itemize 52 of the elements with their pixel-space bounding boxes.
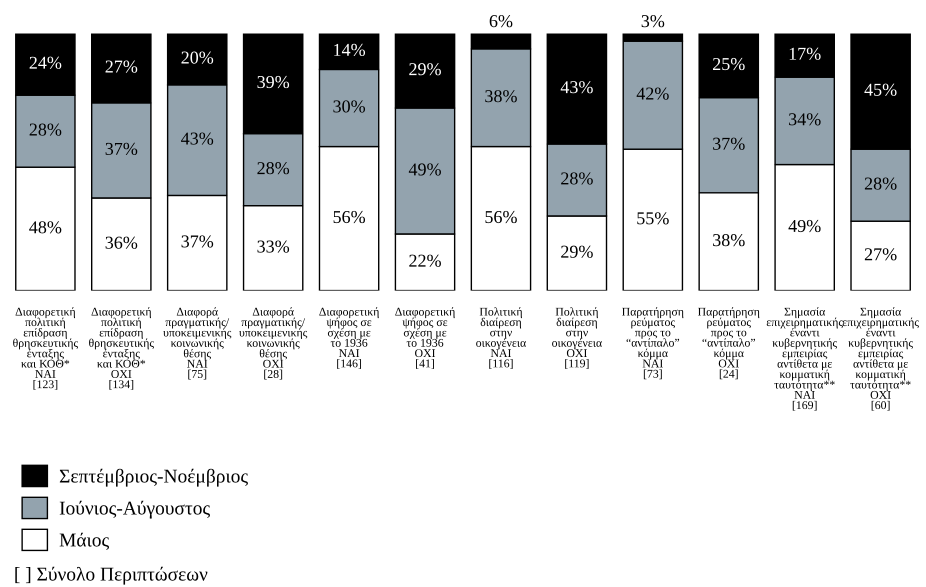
text: [ ] Σύνολο Περιπτώσεων [15, 566, 208, 585]
data-label: 37% [106, 142, 138, 156]
data-label: 39% [257, 76, 290, 88]
data-label: 42% [636, 88, 669, 100]
data-label: 49% [788, 220, 821, 232]
x-tick-label: Πολιτική διαίρεση στην οικογένεια ΟΧΙ [119] [552, 307, 602, 369]
x-tick-label: Διαφορά πραγματικής/ υποκειμενικής κοινωνικής θέσης ΝΑΙ [75] [163, 307, 232, 380]
data-label: 37% [713, 138, 745, 150]
data-label: 55% [637, 212, 669, 224]
data-label: 33% [257, 240, 290, 253]
x-tick-label: Διαφορά πραγματικής/ υποκειμενικής κοινωνικής θέσης ΟΧΙ [28] [239, 307, 308, 380]
data-label: 24% [30, 56, 62, 69]
x-tick-label: Διαφορετική πολιτική επίδραση θρησκευτικής ένταξης και ΚΟΘ* ΟΧΙ [134] [89, 307, 154, 390]
data-label: 43% [560, 81, 593, 94]
x-tick-label: Διαφορετική ψήφος σε σχέση με το 1936 ΟΧΙ [41] [395, 307, 455, 369]
data-label: 36% [106, 236, 138, 249]
data-label: 20% [181, 52, 214, 64]
data-label: 17% [790, 48, 821, 60]
x-tick-label: Διαφορετική πολιτική επίδραση θρησκευτικής ένταξης και ΚΟΘ* ΝΑΙ [123] [13, 307, 78, 390]
data-label: 28% [561, 172, 593, 185]
data-label: 14% [334, 44, 366, 56]
x-tick-label: Διαφορετική ψήφος σε σχέση με το 1936 ΝΑΙ [146] [319, 307, 379, 369]
data-label: 28% [30, 123, 62, 136]
data-label: 38% [485, 90, 517, 102]
data-label: 27% [864, 248, 897, 260]
category-label: Σημασία επιχειρηματικής έναντι κυβερνητικής εμπειρίας αντίθετα με κομματική ταυτότητα** ΟΧΙ [60] [842, 307, 919, 411]
data-label: 28% [257, 162, 290, 174]
data-label: 6% [490, 15, 512, 28]
data-label: 43% [181, 132, 214, 145]
x-tick-label: Πολιτική διαίρεση στην οικογένεια ΝΑΙ [116] [476, 307, 526, 369]
data-label: 27% [106, 60, 138, 73]
data-label: 3% [642, 15, 664, 28]
data-label: 22% [409, 254, 441, 267]
data-label: 48% [29, 221, 62, 234]
data-label: 28% [864, 177, 897, 190]
data-label: 30% [333, 100, 366, 113]
data-label: 45% [864, 84, 897, 96]
data-label: 56% [485, 210, 517, 224]
x-tick-label: Παρατήρηση ρεύματος προς το “αντίπαλο” κόμμα ΟΧΙ [24] [698, 307, 760, 380]
data-label: 49% [408, 163, 441, 176]
data-label: 38% [713, 234, 745, 246]
legend-label: Μάιος [60, 532, 110, 550]
data-label: 34% [789, 113, 821, 126]
category-label: Σημασία επιχειρηματικής έναντι κυβερνητικής εμπειρίας αντίθετα με κομματική ταυτότητα** ΝΑΙ [169] [766, 307, 843, 411]
data-label: 25% [713, 58, 745, 70]
data-label: 29% [409, 63, 441, 76]
data-label: 37% [182, 235, 214, 248]
x-tick-label: Παρατήρηση ρεύματος προς το “αντίπαλο” κόμμα ΝΑΙ [73] [622, 307, 684, 380]
legend-label: Ιούνιος-Αύγουστος [60, 500, 210, 519]
legend-label: Σεπτέμβριος-Νοέμβριος [60, 468, 248, 487]
data-label: 56% [334, 210, 366, 224]
data-label: 29% [561, 246, 593, 258]
